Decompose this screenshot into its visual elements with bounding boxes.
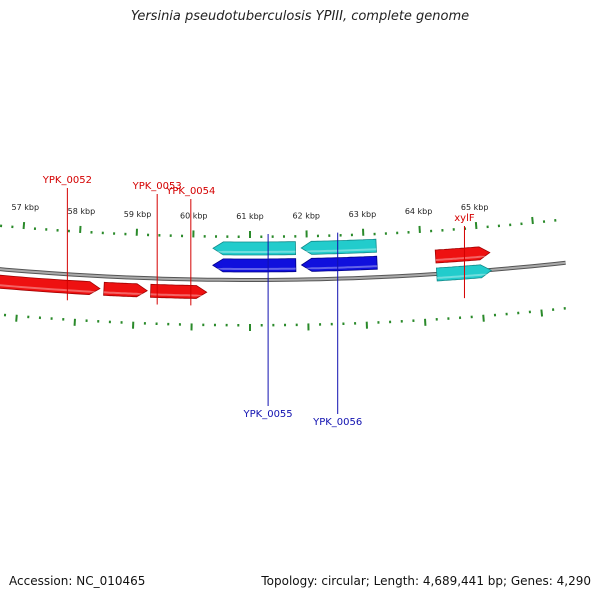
gene-highlight [213,250,296,253]
gene-feature [150,283,208,299]
scale-label: 58 kbp [68,207,96,216]
tick-mark [482,314,485,322]
gene-label: YPK_0054 [165,186,215,197]
scale-label: 62 kbp [292,211,320,220]
outer-tick-track [3,307,566,331]
scale-label: 59 kbp [124,210,152,219]
label-leaders [66,188,465,414]
gene-feature [435,264,493,282]
tick-mark [15,314,18,322]
tick-mark [22,221,26,230]
tick-mark [531,216,534,225]
tick-mark [540,309,544,317]
gene-highlight [212,267,296,270]
gene-highlight [301,265,378,270]
genome-title: Yersinia pseudotuberculosis YPIII, compl… [130,9,470,24]
inner-tick-track [0,216,557,238]
scale-label: 65 kbp [461,203,489,212]
gene-highlight [435,255,491,261]
genome-stats: Topology: circular; Length: 4,689,441 bp… [261,574,591,588]
gene-label: YPK_0053 [132,181,182,192]
gene-label: xylF [454,213,475,224]
scale-label: 61 kbp [236,212,264,221]
accession-label: Accession: NC_010465 [9,574,146,588]
tick-mark [474,221,478,230]
gene-label: YPK_0056 [312,417,362,428]
scale-label: 63 kbp [349,210,377,219]
gene-feature [212,258,297,273]
gene-highlight [103,291,148,295]
gene-label: YPK_0052 [42,175,92,186]
gene-labels: YPK_0051YPK_0052YPK_0053YPK_0054xylFYPK_… [42,175,475,428]
gene-track [0,238,493,299]
gene-highlight [0,284,100,293]
gene-label: YPK_0055 [243,409,293,420]
gene-feature [0,274,101,296]
gene-highlight [150,293,207,297]
gene-feature [212,241,297,256]
gene-feature [300,255,378,272]
scale-label: 60 kbp [180,211,208,220]
gene-feature [300,238,377,255]
gene-feature [103,281,148,298]
gene-feature [434,246,491,264]
scale-label: 57 kbp [12,203,40,212]
scale-label: 64 kbp [405,207,433,216]
gene-highlight [301,248,377,253]
